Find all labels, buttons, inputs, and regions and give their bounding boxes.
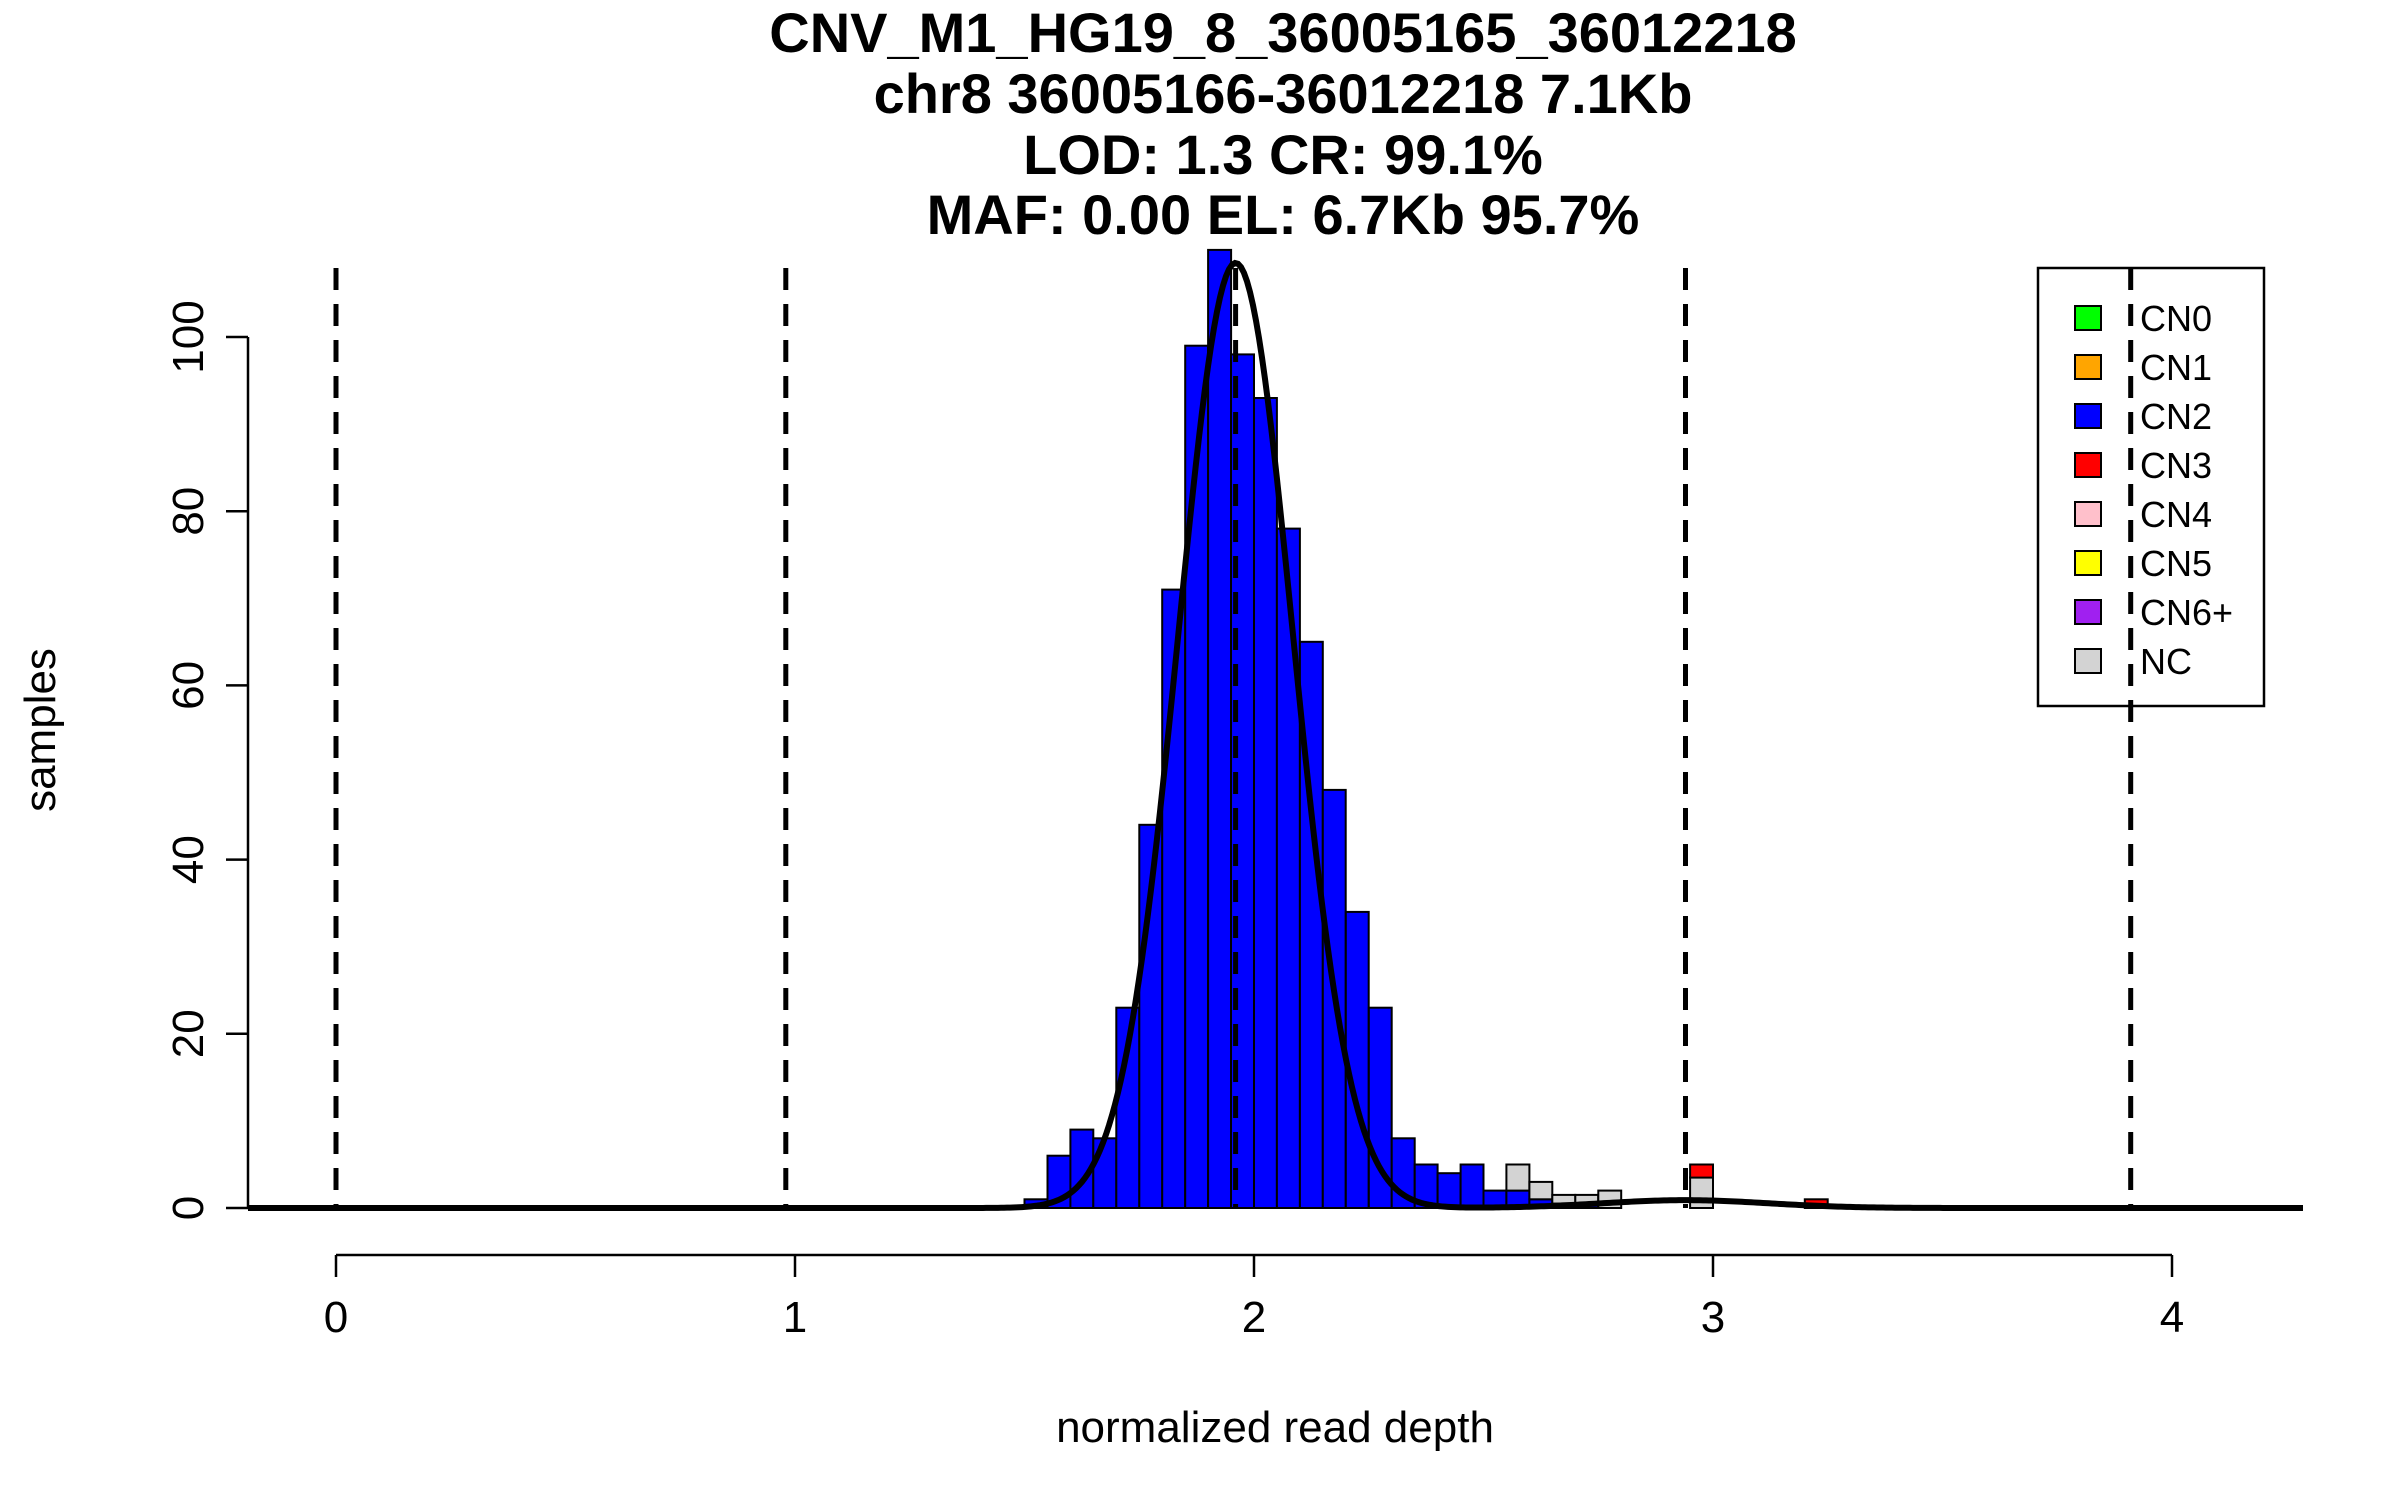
legend-swatch-nc: [2074, 648, 2102, 674]
x-tick-label-3: 3: [1701, 1293, 1725, 1342]
x-axis-label: normalized read depth: [1056, 1403, 1494, 1452]
legend: CN0 CN1 CN2 CN3 CN4 CN5 CN6+ NC: [2036, 266, 2266, 708]
legend-swatch-cn0: [2074, 305, 2102, 331]
x-tick-label-1: 1: [783, 1293, 807, 1342]
legend-label-cn5: CN5: [2140, 543, 2212, 584]
title-line-4: MAF: 0.00 EL: 6.7Kb 95.7%: [927, 183, 1640, 246]
y-axis-label: samples: [16, 648, 65, 812]
bar-cn2-1.65: [1092, 1137, 1118, 1210]
y-tick-label-40: 40: [164, 835, 213, 884]
title-line-1: CNV_M1_HG19_8_36005165_36012218: [769, 1, 1797, 64]
bar-nc-2.60: [1528, 1180, 1554, 1201]
legend-box: [2036, 266, 2266, 708]
bar-cn2-2.20: [1344, 910, 1370, 1210]
axes: 0 20 40 60 80 100 0 1 2 3 4: [164, 300, 2184, 1342]
y-tick-label-60: 60: [164, 661, 213, 710]
bar-nc-2.55: [1505, 1163, 1531, 1192]
x-tick-label-0: 0: [324, 1293, 348, 1342]
legend-label-cn6plus: CN6+: [2140, 592, 2233, 633]
y-tick-label-100: 100: [164, 300, 213, 373]
bar-cn2-2.45: [1459, 1163, 1485, 1209]
bars-layer: [1023, 248, 1829, 1210]
title-line-2: chr8 36005166-36012218 7.1Kb: [874, 62, 1693, 125]
bar-cn2-2.40: [1436, 1172, 1462, 1209]
legend-label-cn1: CN1: [2140, 347, 2212, 388]
legend-swatch-cn1: [2074, 354, 2102, 380]
legend-swatch-cn4: [2074, 501, 2102, 527]
x-tick-label-4: 4: [2160, 1293, 2184, 1342]
bar-cn3-2.95: [1689, 1163, 1714, 1179]
bar-cn2-1.90: [1207, 248, 1233, 1209]
legend-label-cn4: CN4: [2140, 494, 2212, 535]
legend-label-cn3: CN3: [2140, 445, 2212, 486]
fit-curve: [248, 259, 2303, 1211]
bar-cn2-2.05: [1275, 527, 1301, 1209]
legend-swatch-cn5: [2074, 550, 2102, 576]
legend-label-cn0: CN0: [2140, 298, 2212, 339]
chart-title: CNV_M1_HG19_8_36005165_36012218 chr8 360…: [769, 1, 1797, 246]
legend-label-nc: NC: [2140, 641, 2192, 682]
legend-swatch-cn6plus: [2074, 599, 2102, 625]
y-tick-label-20: 20: [164, 1009, 213, 1058]
x-tick-label-2: 2: [1242, 1293, 1266, 1342]
y-tick-label-80: 80: [164, 487, 213, 536]
bar-cn2-2.00: [1253, 397, 1278, 1209]
legend-swatch-cn3: [2074, 452, 2102, 478]
y-tick-label-0: 0: [164, 1196, 213, 1220]
legend-swatch-cn2: [2074, 403, 2102, 429]
title-line-3: LOD: 1.3 CR: 99.1%: [1023, 123, 1543, 186]
legend-label-cn2: CN2: [2140, 396, 2212, 437]
